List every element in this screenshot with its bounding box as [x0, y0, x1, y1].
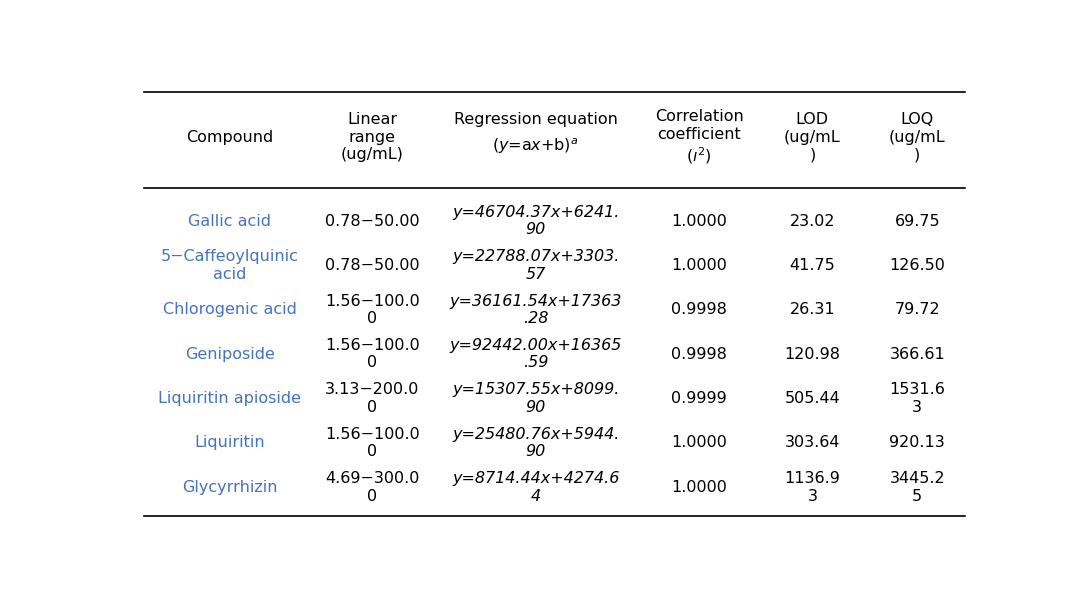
- Text: 3445.2
5: 3445.2 5: [889, 471, 945, 503]
- Text: y=8714.44x+4274.6
4: y=8714.44x+4274.6 4: [452, 471, 619, 503]
- Text: 0.9998: 0.9998: [671, 302, 727, 317]
- Text: 366.61: 366.61: [889, 347, 945, 362]
- Text: 1.0000: 1.0000: [671, 258, 727, 273]
- Text: 4.69−300.0
0: 4.69−300.0 0: [325, 471, 420, 503]
- Text: 0.9998: 0.9998: [671, 347, 727, 362]
- Text: 0.9999: 0.9999: [671, 391, 727, 406]
- Text: Gallic acid: Gallic acid: [188, 213, 272, 229]
- Text: 303.64: 303.64: [784, 435, 840, 451]
- Text: Regression equation: Regression equation: [453, 111, 618, 126]
- Text: 505.44: 505.44: [784, 391, 841, 406]
- Text: Compound: Compound: [186, 130, 274, 145]
- Text: 26.31: 26.31: [790, 302, 835, 317]
- Text: Liquiritin apioside: Liquiritin apioside: [158, 391, 301, 406]
- Text: y=25480.76x+5944.
90: y=25480.76x+5944. 90: [452, 427, 619, 459]
- Text: y=15307.55x+8099.
90: y=15307.55x+8099. 90: [452, 382, 619, 415]
- Text: Geniposide: Geniposide: [185, 347, 275, 362]
- Text: ($y$=a$x$+b)$^a$: ($y$=a$x$+b)$^a$: [492, 137, 579, 157]
- Text: y=22788.07x+3303.
57: y=22788.07x+3303. 57: [452, 249, 619, 282]
- Text: 120.98: 120.98: [784, 347, 841, 362]
- Text: 920.13: 920.13: [889, 435, 945, 451]
- Text: 0.78−50.00: 0.78−50.00: [325, 258, 420, 273]
- Text: 23.02: 23.02: [790, 213, 835, 229]
- Text: Correlation
coefficient
($\imath^2$): Correlation coefficient ($\imath^2$): [655, 109, 743, 165]
- Text: Linear
range
(ug/mL): Linear range (ug/mL): [341, 113, 404, 162]
- Text: 1.0000: 1.0000: [671, 480, 727, 495]
- Text: 5−Caffeoylquinic
acid: 5−Caffeoylquinic acid: [160, 249, 299, 282]
- Text: 1.0000: 1.0000: [671, 213, 727, 229]
- Text: 126.50: 126.50: [889, 258, 946, 273]
- Text: 3.13−200.0
0: 3.13−200.0 0: [325, 382, 420, 415]
- Text: LOQ
(ug/mL
): LOQ (ug/mL ): [889, 113, 946, 162]
- Text: 1.0000: 1.0000: [671, 435, 727, 451]
- Text: y=46704.37x+6241.
90: y=46704.37x+6241. 90: [452, 205, 619, 237]
- Text: 1.56−100.0
0: 1.56−100.0 0: [325, 294, 420, 326]
- Text: 1531.6
3: 1531.6 3: [889, 382, 946, 415]
- Text: 0.78−50.00: 0.78−50.00: [325, 213, 420, 229]
- Text: Liquiritin: Liquiritin: [195, 435, 265, 451]
- Text: 1.56−100.0
0: 1.56−100.0 0: [325, 427, 420, 459]
- Text: Glycyrrhizin: Glycyrrhizin: [182, 480, 277, 495]
- Text: y=92442.00x+16365
.59: y=92442.00x+16365 .59: [449, 338, 622, 371]
- Text: LOD
(ug/mL
): LOD (ug/mL ): [784, 113, 841, 162]
- Text: y=36161.54x+17363
.28: y=36161.54x+17363 .28: [449, 294, 622, 326]
- Text: Chlorogenic acid: Chlorogenic acid: [162, 302, 296, 317]
- Text: 1.56−100.0
0: 1.56−100.0 0: [325, 338, 420, 371]
- Text: 1136.9
3: 1136.9 3: [784, 471, 841, 503]
- Text: 41.75: 41.75: [790, 258, 835, 273]
- Text: 69.75: 69.75: [895, 213, 940, 229]
- Text: 79.72: 79.72: [895, 302, 940, 317]
